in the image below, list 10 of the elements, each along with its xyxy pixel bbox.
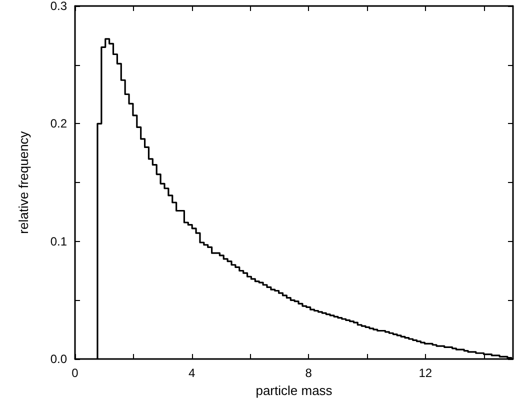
y-tick-label: 0.1 — [50, 234, 68, 248]
x-axis-title: particle mass — [256, 383, 333, 398]
x-tick-label: 12 — [418, 366, 432, 380]
y-tick-label: 0.3 — [50, 0, 68, 13]
x-tick-label: 4 — [188, 366, 196, 380]
y-tick-label: 0.0 — [50, 352, 68, 366]
y-tick-label: 0.2 — [50, 116, 68, 131]
x-tick-label: 8 — [305, 366, 312, 380]
x-tick-label: 0 — [72, 366, 79, 380]
y-axis-title: relative frequency — [16, 130, 31, 234]
